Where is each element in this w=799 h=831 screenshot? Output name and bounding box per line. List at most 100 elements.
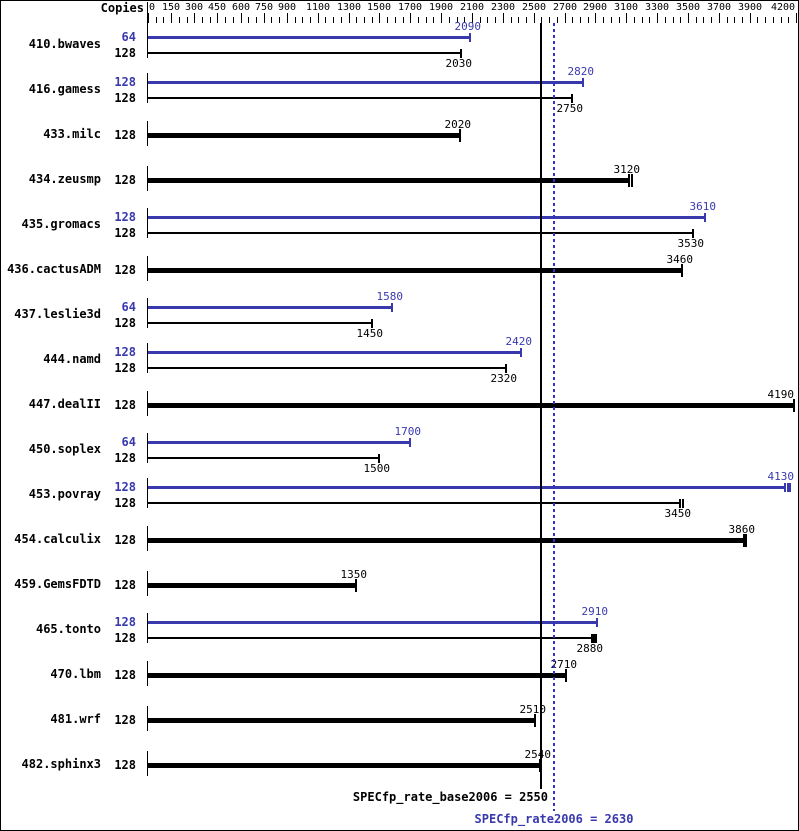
major-tick (626, 13, 627, 23)
bar-value-label: 4190 (767, 388, 795, 401)
zero-axis-segment (147, 706, 148, 731)
zero-axis-segment (147, 661, 148, 686)
minor-tick (433, 17, 434, 23)
zero-axis-segment (147, 256, 148, 281)
minor-tick (457, 17, 458, 23)
bar-value-label: 3860 (728, 523, 756, 536)
bar-end-tick (371, 319, 373, 328)
major-tick (657, 13, 658, 23)
benchmark-label: 410.bwaves (28, 37, 101, 51)
minor-tick (179, 17, 180, 23)
minor-tick (295, 17, 296, 23)
copies-count: 128 (114, 758, 136, 772)
minor-tick (742, 17, 743, 23)
zero-axis-segment (147, 391, 148, 416)
major-tick (719, 13, 720, 23)
minor-tick (163, 17, 164, 23)
bar-end-tick (460, 49, 462, 58)
minor-tick (781, 17, 782, 23)
minor-tick (156, 17, 157, 23)
base-bar (148, 133, 460, 138)
copies-count: 128 (114, 345, 136, 359)
zero-axis-segment (147, 478, 148, 508)
minor-tick (703, 17, 704, 23)
bar-end-tick (409, 438, 411, 447)
tick-label: 2700 (553, 2, 578, 13)
base-bar (148, 322, 372, 324)
minor-tick (526, 17, 527, 23)
copies-count: 128 (114, 316, 136, 330)
bar-end-tick (679, 499, 681, 508)
minor-tick (418, 17, 419, 23)
bar-value-label: 3450 (664, 507, 692, 520)
copies-count: 64 (121, 435, 136, 449)
minor-tick (603, 17, 604, 23)
tick-label: 450 (208, 2, 227, 13)
bar-end-tick (459, 129, 461, 142)
major-tick (194, 13, 195, 23)
peak-bar (148, 216, 705, 219)
base-bar (148, 583, 356, 588)
bar-value-label: 2020 (444, 118, 472, 131)
major-tick (441, 13, 442, 23)
minor-tick (279, 17, 280, 23)
major-tick (379, 13, 380, 23)
tick-label: 600 (232, 2, 251, 13)
major-tick (472, 13, 473, 23)
bar-value-label: 3120 (613, 163, 641, 176)
bar-value-label: 3530 (677, 237, 705, 250)
tick-label: 2500 (522, 2, 547, 13)
bar-end-tick (787, 483, 789, 492)
base-bar (148, 538, 744, 543)
bar-value-label: 2420 (505, 335, 533, 348)
minor-tick (642, 17, 643, 23)
major-tick (688, 13, 689, 23)
bar-value-label: 1700 (394, 425, 422, 438)
peak-rate-summary-label: SPECfp_rate2006 = 2630 (474, 812, 634, 826)
copies-count: 128 (114, 46, 136, 60)
zero-axis-segment (147, 571, 148, 596)
bar-end-tick (745, 534, 747, 547)
peak-bar (148, 306, 392, 309)
minor-tick (225, 17, 226, 23)
bar-end-tick (520, 348, 522, 357)
major-tick (503, 13, 504, 23)
bar-end-tick (793, 399, 795, 412)
minor-tick (364, 17, 365, 23)
minor-tick (333, 17, 334, 23)
major-tick (171, 13, 172, 23)
major-tick (796, 13, 797, 23)
bar-end-tick (565, 669, 567, 682)
minor-tick (696, 17, 697, 23)
bar-value-label: 4130 (767, 470, 795, 483)
major-tick (241, 13, 242, 23)
benchmark-label: 444.namd (43, 352, 101, 366)
bar-value-label: 2540 (524, 748, 552, 761)
tick-label: 3700 (707, 2, 732, 13)
peak-rate-reference-line (553, 23, 555, 811)
bar-value-label: 1350 (340, 568, 368, 581)
benchmark-label: 482.sphinx3 (21, 757, 101, 771)
peak-bar (148, 486, 785, 489)
copies-count: 128 (114, 668, 136, 682)
minor-tick (256, 17, 257, 23)
major-tick (349, 13, 350, 23)
minor-tick (541, 17, 542, 23)
bar-end-tick (378, 454, 380, 463)
zero-axis-segment (147, 751, 148, 776)
minor-tick (426, 17, 427, 23)
bar-end-tick (355, 579, 357, 592)
minor-tick (580, 17, 581, 23)
base-bar (148, 97, 572, 99)
bar-end-tick (681, 264, 683, 277)
bar-end-tick (628, 174, 630, 187)
copies-count: 128 (114, 128, 136, 142)
bar-value-label: 2030 (445, 57, 473, 70)
minor-tick (788, 17, 789, 23)
zero-axis-segment (147, 28, 148, 58)
tick-label: 4200 (771, 2, 796, 13)
base-rate-summary-label: SPECfp_rate_base2006 = 2550 (352, 790, 548, 804)
minor-tick (734, 17, 735, 23)
copies-count: 128 (114, 398, 136, 412)
